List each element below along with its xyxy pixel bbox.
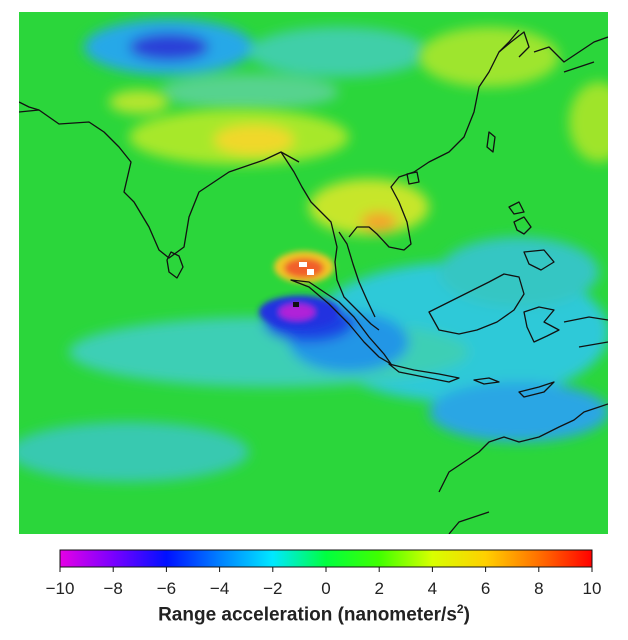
colorbar-title: Range acceleration (nanometer/s2) xyxy=(158,602,470,626)
colorbar-tick-label: 4 xyxy=(428,579,437,598)
colorbar-gradient xyxy=(59,549,593,568)
sumatra-coastline xyxy=(290,279,392,365)
java-coastline xyxy=(388,363,460,383)
colorbar-tick-label: −8 xyxy=(104,579,123,598)
timor-coastline xyxy=(473,377,555,398)
myanmar-coastline xyxy=(280,151,380,331)
korea-coastline xyxy=(498,31,530,58)
malay-coastline xyxy=(338,231,376,318)
gravity-map xyxy=(19,12,608,534)
indochina-coastline xyxy=(348,29,520,251)
colorbar-tick-label: 10 xyxy=(583,579,602,598)
colorbar-tick-label: 8 xyxy=(534,579,543,598)
philippines-coastline xyxy=(508,201,555,271)
coastlines xyxy=(19,29,608,534)
sulawesi-coastline xyxy=(523,306,560,343)
taiwan-coastline xyxy=(486,131,496,153)
colorbar-tick-label: −10 xyxy=(46,579,75,598)
new-guinea-coastline xyxy=(563,316,608,348)
colorbar-tick-label: 6 xyxy=(481,579,490,598)
india-coastline xyxy=(19,109,300,259)
colorbar-tick-label: 2 xyxy=(374,579,383,598)
australia-coastline xyxy=(438,403,608,534)
sri-lanka-coastline xyxy=(166,251,184,279)
borneo-coastline xyxy=(428,273,525,335)
colorbar-tick-label: 0 xyxy=(321,579,330,598)
colorbar-ticks: −10 −8 −6 −4 −2 0 2 4 6 8 10 xyxy=(46,567,602,598)
colorbar-tick-label: −2 xyxy=(263,579,282,598)
anomaly-field xyxy=(19,12,608,534)
colorbar-tick-label: −4 xyxy=(210,579,229,598)
colorbar-tick-label: −6 xyxy=(157,579,176,598)
japan-coastline xyxy=(533,36,608,73)
arabia-coastline xyxy=(19,101,40,111)
hainan-coastline xyxy=(406,171,420,185)
colorbar: −10 −8 −6 −4 −2 0 2 4 6 8 10 xyxy=(40,548,610,638)
